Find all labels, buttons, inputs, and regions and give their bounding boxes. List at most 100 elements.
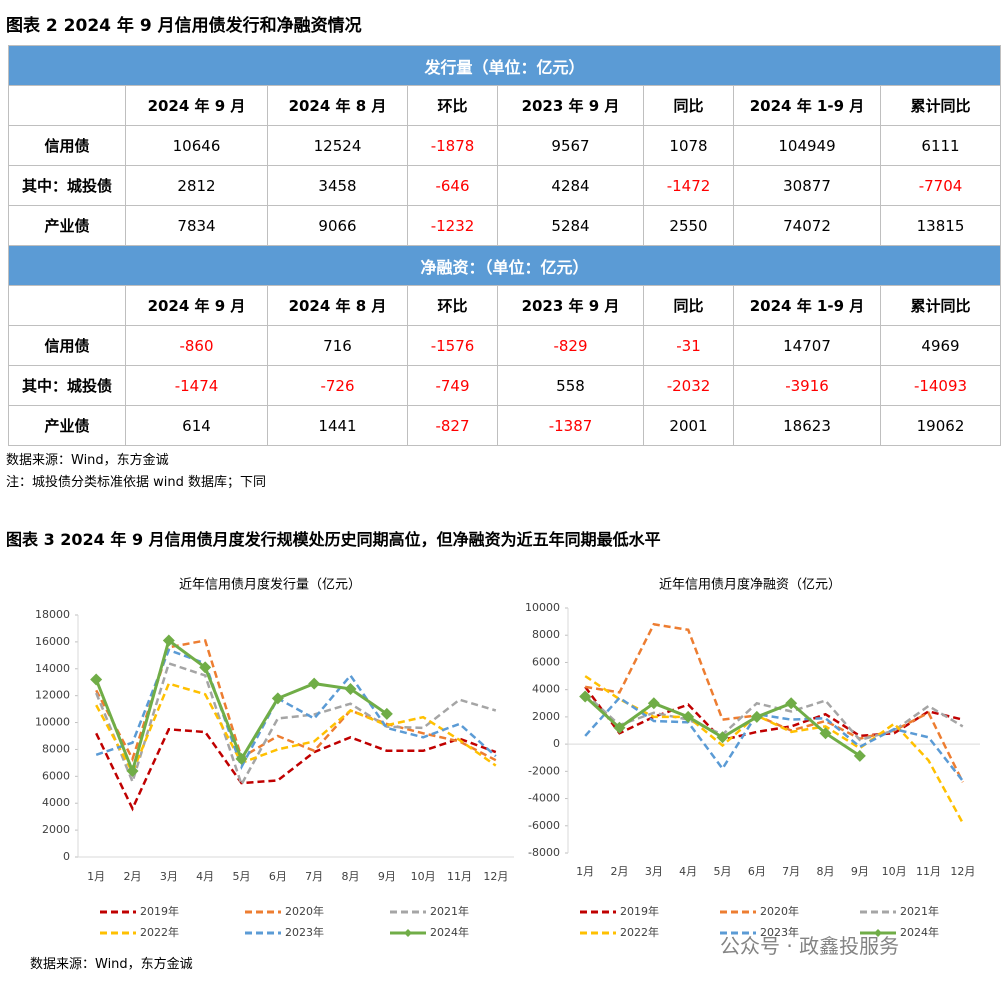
x-tick-label: 6月 xyxy=(269,870,287,883)
series-line xyxy=(584,692,964,742)
cell: 6111 xyxy=(879,125,1002,166)
y-tick-label: 6000 xyxy=(532,655,560,668)
x-tick-label: 8月 xyxy=(342,870,360,883)
cell: -3916 xyxy=(733,365,881,406)
x-tick-label: 10月 xyxy=(882,865,907,878)
point-marker xyxy=(344,682,357,695)
column-header: 2023 年 9 月 xyxy=(497,285,644,326)
point-marker xyxy=(308,677,321,690)
cell: -1472 xyxy=(643,165,734,206)
cell: 7834 xyxy=(125,205,268,246)
legend-label: 2019年 xyxy=(140,904,179,918)
cell: 2812 xyxy=(125,165,268,206)
cell: 5284 xyxy=(497,205,644,246)
y-tick-label: 10000 xyxy=(35,716,70,729)
x-tick-label: 6月 xyxy=(748,865,766,878)
column-header: 同比 xyxy=(643,85,734,126)
cell: -2032 xyxy=(643,365,734,406)
cell: -1576 xyxy=(407,325,498,366)
cell: -749 xyxy=(407,365,498,406)
cell: 10646 xyxy=(125,125,268,166)
table-row: 信用债 10646 12524 -1878 9567 1078 104949 6111 xyxy=(8,125,1002,166)
point-marker xyxy=(235,752,248,765)
series-line xyxy=(94,637,388,776)
cell: -1878 xyxy=(407,125,498,166)
cell: -1232 xyxy=(407,205,498,246)
column-header: 累计同比 xyxy=(879,85,1002,126)
row-label: 产业债 xyxy=(8,405,126,446)
y-tick-label: 18000 xyxy=(35,608,70,621)
cell: 558 xyxy=(497,365,644,406)
point-marker xyxy=(271,692,284,705)
x-tick-label: 4月 xyxy=(196,870,214,883)
x-tick-label: 2月 xyxy=(124,870,142,883)
table-row: 2024 年 9 月 2024 年 8 月环比 2023 年 9 月同比 2024 年… xyxy=(8,85,1002,126)
point-marker xyxy=(126,764,139,777)
legend-label: 2019年 xyxy=(620,904,659,918)
y-tick-label: 16000 xyxy=(35,635,70,648)
x-tick-label: 8月 xyxy=(817,865,835,878)
row-label: 产业债 xyxy=(8,205,126,246)
x-tick-label: 9月 xyxy=(378,870,396,883)
point-marker xyxy=(716,731,729,744)
x-tick-label: 12月 xyxy=(483,870,508,883)
cell: -31 xyxy=(643,325,734,366)
charts: 近年信用债月度发行量（亿元） 0 2000 4000 6000 8000 10000 1200… xyxy=(35,577,980,939)
section-heading: 净融资：（单位：亿元） xyxy=(7,245,1002,286)
row-label: 其中：城投债 xyxy=(8,365,126,406)
y-tick-label: 10000 xyxy=(525,601,560,614)
y-tick-label: 4000 xyxy=(532,683,560,696)
x-tick-label: 10月 xyxy=(411,870,436,883)
y-tick-label: -4000 xyxy=(528,792,560,805)
column-header: 环比 xyxy=(407,285,498,326)
cell: -829 xyxy=(497,325,644,366)
series-line xyxy=(95,727,497,812)
table-row: 净融资：（单位：亿元） xyxy=(7,245,1002,286)
point-marker xyxy=(162,634,175,647)
legend-label: 2023年 xyxy=(760,925,799,939)
cell: 1441 xyxy=(267,405,408,446)
data-table: 发行量（单位：亿元） 2024 年 9 月 2024 年 8 月环比 2023 年 9… xyxy=(7,45,1002,446)
x-tick-label: 11月 xyxy=(916,865,941,878)
y-tick-label: -6000 xyxy=(528,819,560,832)
legend-label: 2021年 xyxy=(900,904,939,918)
watermark: 公众号 · 政鑫投服务 xyxy=(720,934,900,958)
row-label: 信用债 xyxy=(8,325,126,366)
y-tick-label: 2000 xyxy=(42,823,70,836)
cell: 4284 xyxy=(497,165,644,206)
chart-title: 近年信用债月度净融资（亿元） xyxy=(659,577,841,593)
x-tick-label: 7月 xyxy=(782,865,800,878)
point-marker xyxy=(380,707,393,720)
y-tick-label: 0 xyxy=(63,850,70,863)
column-header: 2024 年 9 月 xyxy=(125,285,268,326)
figure-title: 图表 3 2024 年 9 月信用债月度发行规模处历史同期高位，但净融资为近五年… xyxy=(6,530,661,549)
x-tick-label: 4月 xyxy=(679,865,697,878)
cell: 1078 xyxy=(643,125,734,166)
cell: -726 xyxy=(267,365,408,406)
legend-label: 2022年 xyxy=(620,925,659,939)
table-row: 发行量（单位：亿元） xyxy=(7,45,1002,86)
point-marker xyxy=(785,697,798,710)
cell: 9567 xyxy=(497,125,644,166)
cell: 14707 xyxy=(733,325,881,366)
column-header: 累计同比 xyxy=(879,285,1002,326)
x-tick-label: 2月 xyxy=(611,865,629,878)
y-tick-label: -2000 xyxy=(528,764,560,777)
table-row: 其中：城投债 -1474 -726 -749 558 -2032 -3916 -14093 xyxy=(8,365,1002,406)
column-header: 2024 年 8 月 xyxy=(267,85,408,126)
point-marker xyxy=(682,710,695,723)
cell: -860 xyxy=(125,325,268,366)
table-row: 产业债 7834 9066 -1232 5284 2550 74072 13815 xyxy=(8,205,1002,246)
y-tick-label: 12000 xyxy=(35,689,70,702)
table-row: 2024 年 9 月 2024 年 8 月环比 2023 年 9 月同比 2024 年… xyxy=(8,285,1002,326)
column-header: 同比 xyxy=(643,285,734,326)
cell: -14093 xyxy=(879,365,1002,406)
point-marker xyxy=(750,710,763,723)
cell: 2550 xyxy=(643,205,734,246)
note: 数据来源：Wind，东方金诚 xyxy=(6,453,169,468)
point-marker xyxy=(613,721,626,734)
series-line xyxy=(95,639,497,763)
column-header: 2024 年 8 月 xyxy=(267,285,408,326)
cell: -1387 xyxy=(497,405,644,446)
